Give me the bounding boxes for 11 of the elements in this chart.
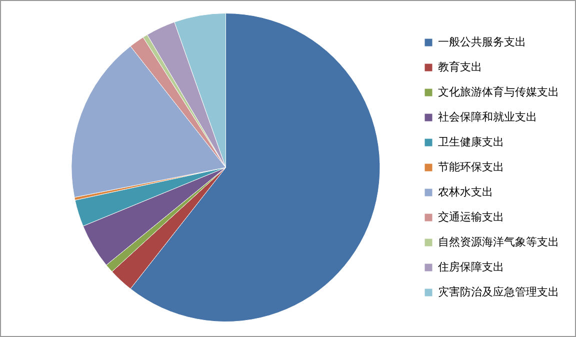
legend-label: 自然资源海洋气象等支出 (438, 235, 559, 248)
legend-label: 住房保障支出 (438, 260, 504, 274)
legend-label: 交通运输支出 (438, 210, 504, 224)
legend-label: 灾害防治及应急管理支出 (438, 285, 559, 298)
legend-label: 社会保障和就业支出 (438, 110, 537, 124)
legend-label: 一般公共服务支出 (438, 35, 526, 48)
legend-label: 卫生健康支出 (438, 135, 504, 148)
legend-label: 教育支出 (438, 60, 482, 74)
legend-label: 文化旅游体育与传媒支出 (438, 85, 559, 98)
legend-label: 农林水支出 (438, 185, 493, 198)
legend-label: 节能环保支出 (438, 160, 504, 174)
